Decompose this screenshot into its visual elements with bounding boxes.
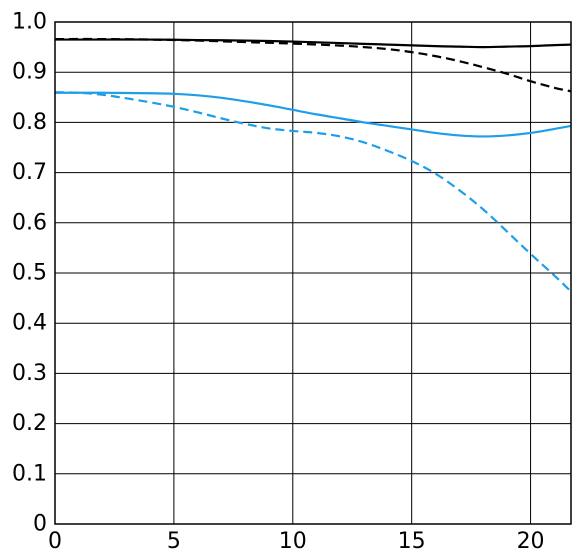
y-tick-label-6: 0.6	[12, 210, 47, 235]
y-tick-label-1: 0.1	[12, 461, 47, 486]
y-tick-label-3: 0.3	[12, 361, 47, 386]
x-tick-label-1: 5	[167, 529, 181, 554]
y-axis-tick-labels: 0 0.1 0.2 0.3 0.4 0.5 0.6 0.7 0.8 0.9 1.0	[12, 10, 47, 537]
y-tick-label-10: 1.0	[12, 10, 47, 35]
x-axis-tick-labels: 0 5 10 15 20	[48, 529, 545, 554]
x-tick-label-0: 0	[48, 529, 62, 554]
x-tick-label-2: 10	[279, 529, 307, 554]
plot-frame	[54, 21, 572, 525]
series-line-0	[55, 38, 571, 49]
y-tick-label-9: 0.9	[12, 60, 47, 85]
series-line-2	[55, 91, 571, 138]
y-tick-label-7: 0.7	[12, 160, 47, 185]
y-tick-label-5: 0.5	[12, 261, 47, 286]
y-tick-label-0: 0	[33, 512, 47, 537]
y-tick-label-8: 0.8	[12, 110, 47, 135]
y-tick-label-2: 0.2	[12, 411, 47, 436]
x-tick-label-3: 15	[398, 529, 426, 554]
series-line-3	[55, 91, 571, 293]
grid-layer	[54, 21, 571, 525]
series-line-1	[55, 37, 571, 93]
y-tick-label-4: 0.4	[12, 311, 47, 336]
series-layer	[55, 37, 571, 293]
x-tick-label-4: 20	[517, 529, 545, 554]
